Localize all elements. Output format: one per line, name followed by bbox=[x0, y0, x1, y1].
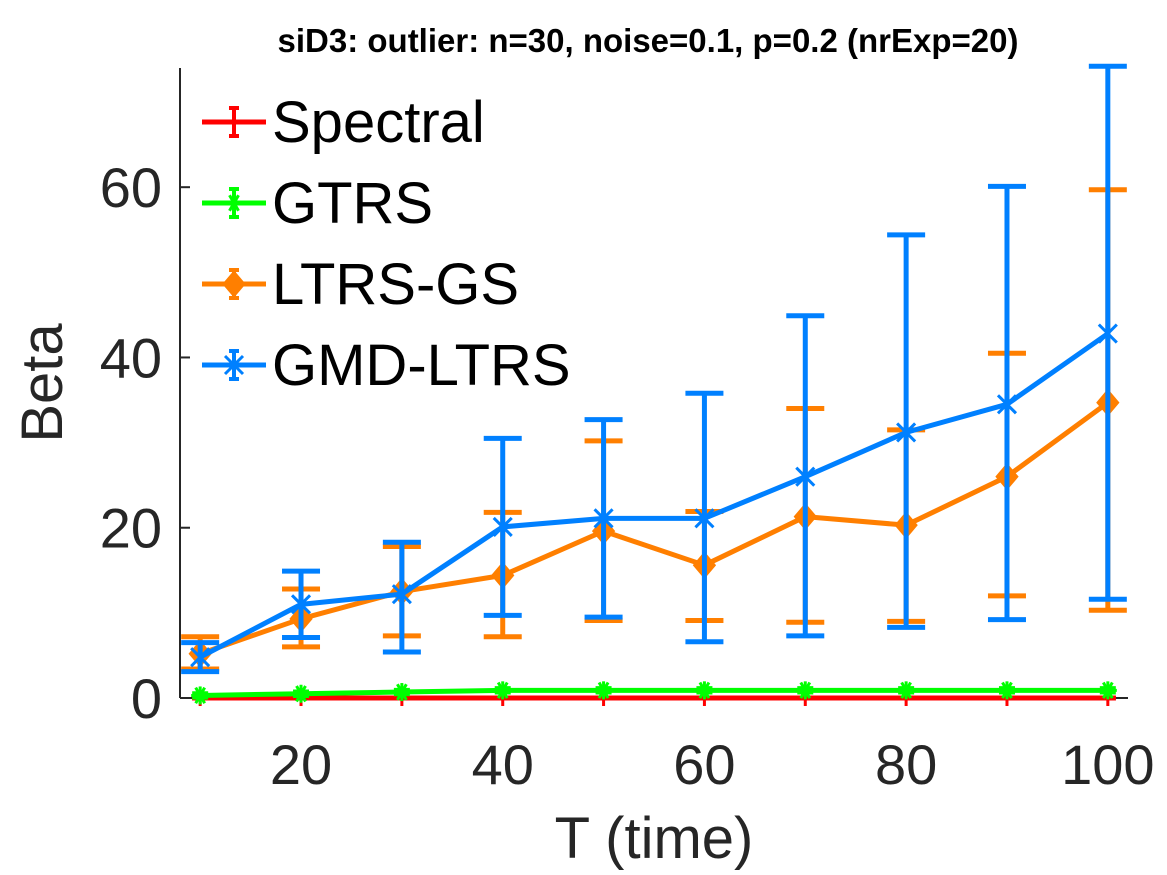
data-point bbox=[594, 681, 613, 700]
data-point bbox=[493, 681, 512, 700]
x-axis-label: T (time) bbox=[555, 806, 754, 871]
data-point bbox=[694, 507, 715, 530]
y-tick-label: 60 bbox=[100, 156, 162, 219]
x-tick-label: 100 bbox=[1061, 733, 1154, 796]
series-line bbox=[199, 331, 1110, 660]
data-point bbox=[1098, 681, 1117, 700]
y-tick-label: 0 bbox=[131, 667, 162, 730]
data-point bbox=[897, 681, 916, 700]
series-line bbox=[200, 687, 1108, 698]
series-gmd-ltrs bbox=[181, 63, 1127, 675]
legend-label: GMD-LTRS bbox=[272, 333, 571, 398]
data-point bbox=[392, 683, 411, 702]
data-point bbox=[290, 593, 312, 616]
chart-title: siD3: outlier: n=30, noise=0.1, p=0.2 (n… bbox=[278, 22, 1019, 59]
legend: Spectral GTRS LTRS-GS GMD-LTRS bbox=[202, 90, 571, 398]
data-point bbox=[1097, 322, 1118, 345]
x-tick-label: 40 bbox=[472, 733, 534, 796]
data-point bbox=[996, 393, 1018, 416]
x-tick-label: 20 bbox=[270, 733, 332, 796]
axis-ticks: 20 40 60 80 100 0 20 40 60 bbox=[100, 156, 1155, 796]
x-tick-label: 80 bbox=[875, 733, 937, 796]
legend-item: GTRS bbox=[202, 171, 433, 236]
legend-label: GTRS bbox=[272, 171, 433, 236]
data-point bbox=[795, 465, 816, 488]
data-point bbox=[190, 646, 211, 669]
series-gtrs bbox=[191, 681, 1117, 705]
legend-item: GMD-LTRS bbox=[202, 333, 571, 398]
y-axis-label: Beta bbox=[10, 323, 75, 443]
legend-item: Spectral bbox=[202, 90, 485, 155]
legend-label: Spectral bbox=[272, 90, 485, 155]
data-point bbox=[191, 686, 210, 705]
legend-marker bbox=[222, 270, 246, 298]
data-point bbox=[593, 507, 614, 530]
legend-label: LTRS-GS bbox=[272, 252, 519, 317]
y-tick-label: 20 bbox=[100, 497, 162, 560]
data-point bbox=[391, 583, 412, 606]
data-point bbox=[896, 421, 917, 444]
marker-shape bbox=[222, 270, 246, 298]
y-tick-label: 40 bbox=[100, 326, 162, 389]
data-point bbox=[492, 515, 513, 538]
data-point bbox=[997, 681, 1016, 700]
data-point bbox=[292, 684, 311, 703]
x-tick-label: 60 bbox=[673, 733, 735, 796]
legend-marker bbox=[226, 114, 242, 130]
legend-marker bbox=[225, 194, 243, 212]
legend-marker bbox=[223, 354, 245, 376]
legend-item: LTRS-GS bbox=[202, 252, 519, 317]
series-line bbox=[199, 400, 1110, 657]
data-point bbox=[695, 681, 714, 700]
data-point bbox=[796, 681, 815, 700]
series-layer bbox=[181, 63, 1127, 706]
